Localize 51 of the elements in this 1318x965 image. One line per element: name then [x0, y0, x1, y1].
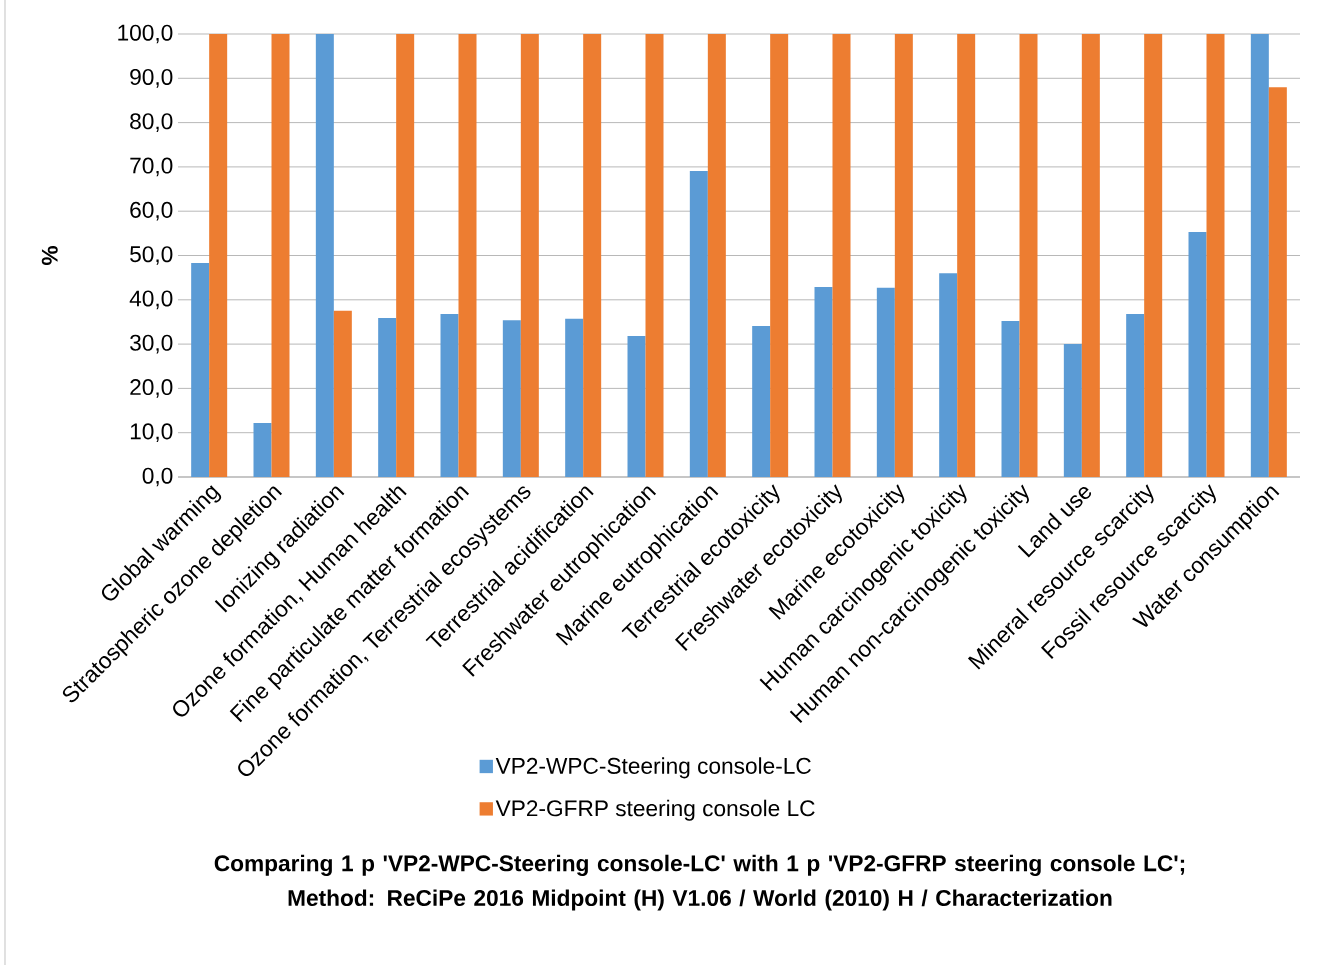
bar — [1081, 34, 1100, 477]
bar — [565, 318, 584, 477]
bar — [894, 34, 913, 477]
y-tick-label: 100,0 — [118, 24, 173, 44]
bar — [814, 286, 833, 477]
bar — [271, 34, 290, 477]
bar — [645, 34, 664, 477]
bar — [209, 34, 228, 477]
bar — [396, 34, 415, 477]
bar — [1250, 34, 1269, 477]
y-axis-title: % — [41, 246, 58, 266]
bar — [1144, 34, 1163, 477]
bar — [520, 34, 539, 477]
bar — [707, 34, 726, 477]
bar — [502, 320, 521, 477]
bar — [378, 317, 397, 477]
bar — [583, 34, 602, 477]
bar — [1268, 87, 1287, 477]
y-tick-label: 50,0 — [130, 246, 173, 265]
y-tick-label: 90,0 — [130, 68, 173, 88]
bar — [1126, 313, 1145, 477]
y-tick-label: 60,0 — [130, 201, 173, 221]
y-tick-label: 20,0 — [130, 379, 173, 398]
y-tick-label: 0,0 — [142, 467, 173, 487]
bar — [253, 422, 272, 477]
y-tick-label: 70,0 — [130, 157, 173, 177]
bar — [770, 34, 789, 477]
bar — [1188, 232, 1207, 477]
bar — [627, 336, 646, 477]
bar — [333, 310, 352, 477]
bar — [1019, 34, 1038, 477]
y-tick-label: 80,0 — [130, 113, 173, 132]
bar — [752, 325, 771, 477]
bar — [939, 273, 958, 477]
legend-label: VP2-WPC-Steering console-LC — [495, 757, 811, 779]
y-tick-label: 10,0 — [130, 423, 173, 443]
bar — [832, 34, 851, 477]
bar — [1206, 34, 1225, 477]
bar — [440, 313, 459, 477]
y-tick-label: 30,0 — [130, 334, 173, 354]
bar — [957, 34, 976, 477]
y-tick-label: 40,0 — [129, 290, 173, 310]
bar — [876, 287, 895, 477]
bar — [1063, 344, 1082, 477]
bar — [689, 170, 708, 477]
text: Comparing 1 p 'VP2-WPC-Steering console-LC' with 1 p 'VP2-GFRP steering console LC'; Method: ReCiPe 2016 Midpoint (H) V1.06 / World (2010) H / Characterization — [214, 854, 1185, 911]
legend-label: VP2-GFRP steering console LC — [495, 799, 815, 821]
bar — [458, 34, 477, 477]
bar — [191, 263, 210, 477]
bar — [315, 34, 334, 477]
bar — [1001, 321, 1020, 477]
